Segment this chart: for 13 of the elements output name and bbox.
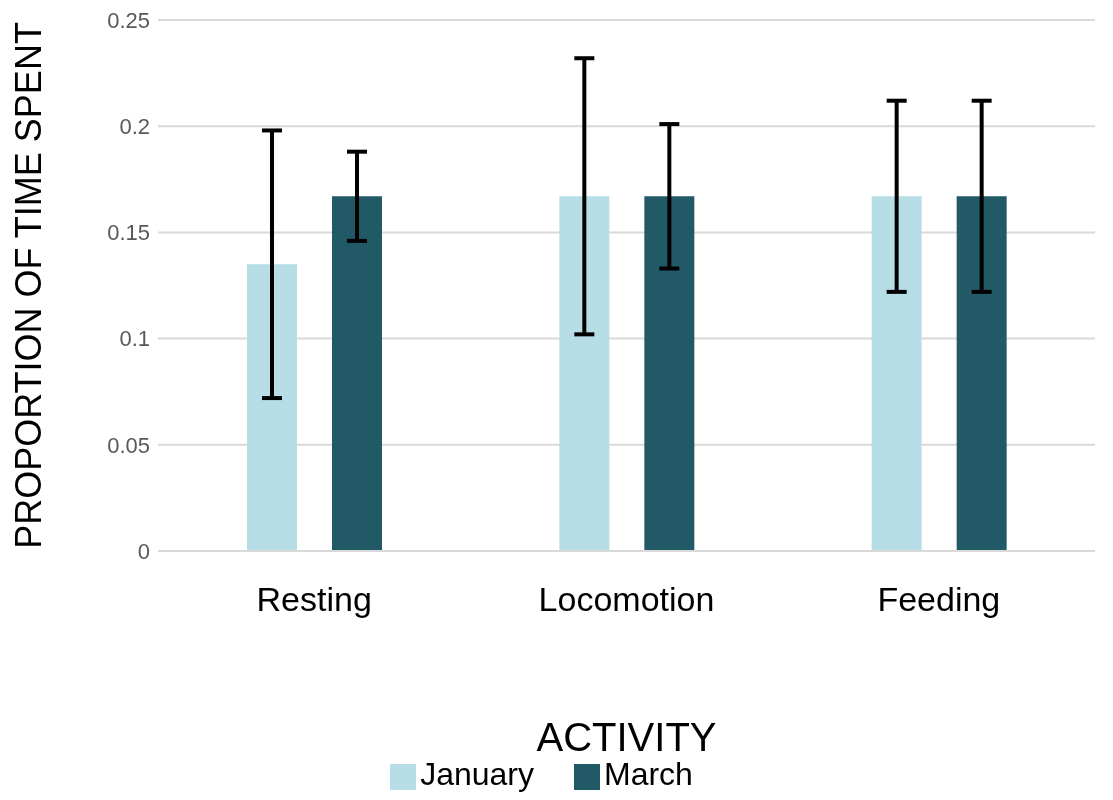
x-tick-label: Resting [256,580,372,619]
x-tick-label: Feeding [877,580,1001,619]
y-tick-label: 0 [137,538,150,564]
y-tick-label: 0.05 [107,432,150,458]
x-tick-label: Locomotion [538,580,715,619]
y-tick-label: 0.2 [119,114,150,140]
x-axis-title: ACTIVITY [536,715,717,759]
legend-label: January [420,756,534,792]
y-axis-title: PROPORTION OF TIME SPENT [7,22,49,549]
y-tick-label: 0.15 [107,220,150,246]
y-tick-label: 0.1 [119,326,150,352]
y-tick-label: 0.25 [107,7,150,33]
legend-label: March [603,756,693,792]
